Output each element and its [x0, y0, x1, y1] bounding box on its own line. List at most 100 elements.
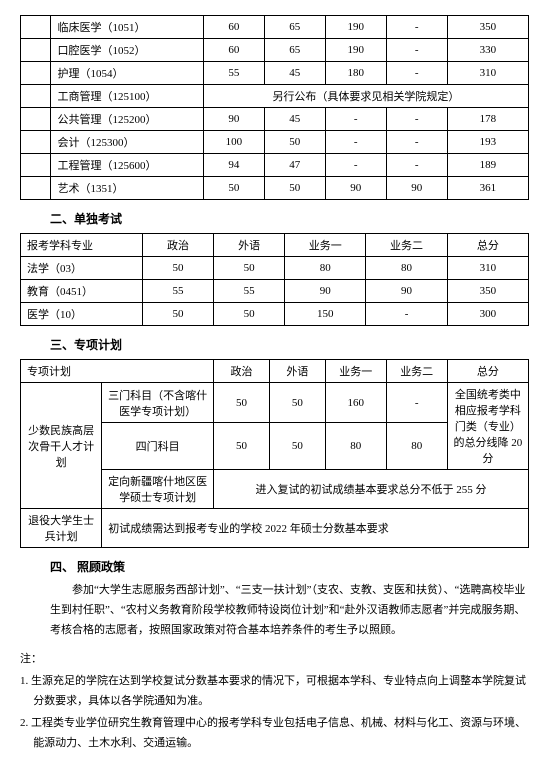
t2-cell: 80 [285, 257, 366, 280]
t1-cell: 100 [203, 131, 264, 154]
t1-cell: - [386, 16, 447, 39]
t3-h0: 专项计划 [21, 360, 214, 383]
t2-major: 教育（0451） [21, 280, 143, 303]
t3-r1-c4: - [386, 383, 447, 423]
t2-cell: 310 [447, 257, 528, 280]
t2-cell: 50 [214, 257, 285, 280]
t1-merged: 另行公布（具体要求见相关学院规定） [203, 85, 528, 108]
t3-r2-c4: 80 [386, 423, 447, 470]
t3-h2: 政治 [214, 360, 270, 383]
t2-h4: 业务二 [366, 234, 447, 257]
t2-h2: 外语 [214, 234, 285, 257]
t1-cell: - [386, 131, 447, 154]
t1-cell: 55 [203, 62, 264, 85]
t1-cell: 350 [447, 16, 528, 39]
t1-major: 会计（125300） [51, 131, 203, 154]
plan-label: 少数民族高层次骨干人才计划 [21, 383, 102, 509]
table-special-plan: 专项计划 政治 外语 业务一 业务二 总分 少数民族高层次骨干人才计划 三门科目… [20, 359, 529, 548]
t2-cell: 50 [142, 303, 213, 326]
t1-blank [21, 177, 51, 200]
t1-blank [21, 85, 51, 108]
t1-cell: 361 [447, 177, 528, 200]
notes-label: 注： [20, 650, 529, 670]
t1-cell: - [386, 39, 447, 62]
t2-cell: 90 [285, 280, 366, 303]
policy-text: 参加“大学生志愿服务西部计划”、“三支一扶计划”（支农、支教、支医和扶贫）、“选… [50, 581, 529, 640]
t2-major: 法学（03） [21, 257, 143, 280]
t2-cell: 55 [142, 280, 213, 303]
t1-cell: 180 [325, 62, 386, 85]
t3-h6: 总分 [447, 360, 528, 383]
t3-r2-c1: 50 [214, 423, 270, 470]
t2-cell: 50 [142, 257, 213, 280]
t1-cell: 90 [386, 177, 447, 200]
t1-blank [21, 62, 51, 85]
t3-r4-plan: 退役大学生士兵计划 [21, 509, 102, 548]
t2-cell: 350 [447, 280, 528, 303]
note-1: 1. 生源充足的学院在达到学校复试分数基本要求的情况下，可根据本学科、专业特点向… [20, 672, 529, 712]
t1-major: 临床医学（1051） [51, 16, 203, 39]
t2-cell: 80 [366, 257, 447, 280]
t2-h3: 业务一 [285, 234, 366, 257]
t1-blank [21, 154, 51, 177]
t1-cell: 50 [264, 177, 325, 200]
t3-r3-merged: 进入复试的初试成绩基本要求总分不低于 255 分 [214, 470, 529, 509]
t2-cell: - [366, 303, 447, 326]
t1-cell: 65 [264, 39, 325, 62]
section-3-title: 三、专项计划 [50, 336, 529, 353]
t1-cell: 47 [264, 154, 325, 177]
t3-r1-c2: 50 [269, 383, 325, 423]
t1-major: 公共管理（125200） [51, 108, 203, 131]
t1-cell: 190 [325, 39, 386, 62]
t3-r1-c3: 160 [325, 383, 386, 423]
t1-cell: - [325, 131, 386, 154]
t1-cell: 50 [264, 131, 325, 154]
t2-cell: 90 [366, 280, 447, 303]
section-4-title: 四、 照顾政策 [50, 558, 529, 575]
t3-r4-merged: 初试成绩需达到报考专业的学校 2022 年硕士分数基本要求 [102, 509, 529, 548]
t1-blank [21, 39, 51, 62]
t1-cell: 60 [203, 16, 264, 39]
t1-major: 口腔医学（1052） [51, 39, 203, 62]
notes-block: 注： 1. 生源充足的学院在达到学校复试分数基本要求的情况下，可根据本学科、专业… [20, 650, 529, 753]
t1-cell: 193 [447, 131, 528, 154]
t2-cell: 150 [285, 303, 366, 326]
t1-cell: 190 [325, 16, 386, 39]
t2-cell: 55 [214, 280, 285, 303]
t1-blank [21, 108, 51, 131]
t1-cell: 178 [447, 108, 528, 131]
t1-cell: - [386, 154, 447, 177]
t1-cell: 50 [203, 177, 264, 200]
t1-major: 工商管理（125100） [51, 85, 203, 108]
t1-cell: 45 [264, 108, 325, 131]
t2-cell: 50 [214, 303, 285, 326]
t3-r2-c2: 50 [269, 423, 325, 470]
t1-cell: 94 [203, 154, 264, 177]
table-single-exam: 报考学科专业 政治 外语 业务一 业务二 总分 法学（03）5050808031… [20, 233, 529, 326]
t3-total-note: 全国统考类中相应报考学科门类（专业）的总分线降 20 分 [447, 383, 528, 470]
t2-cell: 300 [447, 303, 528, 326]
t1-cell: - [386, 108, 447, 131]
table-majors: 临床医学（1051）6065190-350口腔医学（1052）6065190-3… [20, 15, 529, 200]
t1-cell: 65 [264, 16, 325, 39]
t1-cell: - [386, 62, 447, 85]
t3-r1-c1: 50 [214, 383, 270, 423]
t3-h5: 业务二 [386, 360, 447, 383]
t1-cell: 45 [264, 62, 325, 85]
t1-cell: 90 [203, 108, 264, 131]
t1-major: 工程管理（125600） [51, 154, 203, 177]
t1-cell: 310 [447, 62, 528, 85]
t3-r1-sub: 三门科目（不含喀什医学专项计划） [102, 383, 214, 423]
t3-r2-sub: 四门科目 [102, 423, 214, 470]
t2-h5: 总分 [447, 234, 528, 257]
t1-cell: 330 [447, 39, 528, 62]
t2-h1: 政治 [142, 234, 213, 257]
t1-cell: 60 [203, 39, 264, 62]
t3-r2-c3: 80 [325, 423, 386, 470]
t1-cell: 189 [447, 154, 528, 177]
t2-h0: 报考学科专业 [21, 234, 143, 257]
t3-h3: 外语 [269, 360, 325, 383]
t1-major: 护理（1054） [51, 62, 203, 85]
t2-major: 医学（10） [21, 303, 143, 326]
t1-cell: - [325, 154, 386, 177]
